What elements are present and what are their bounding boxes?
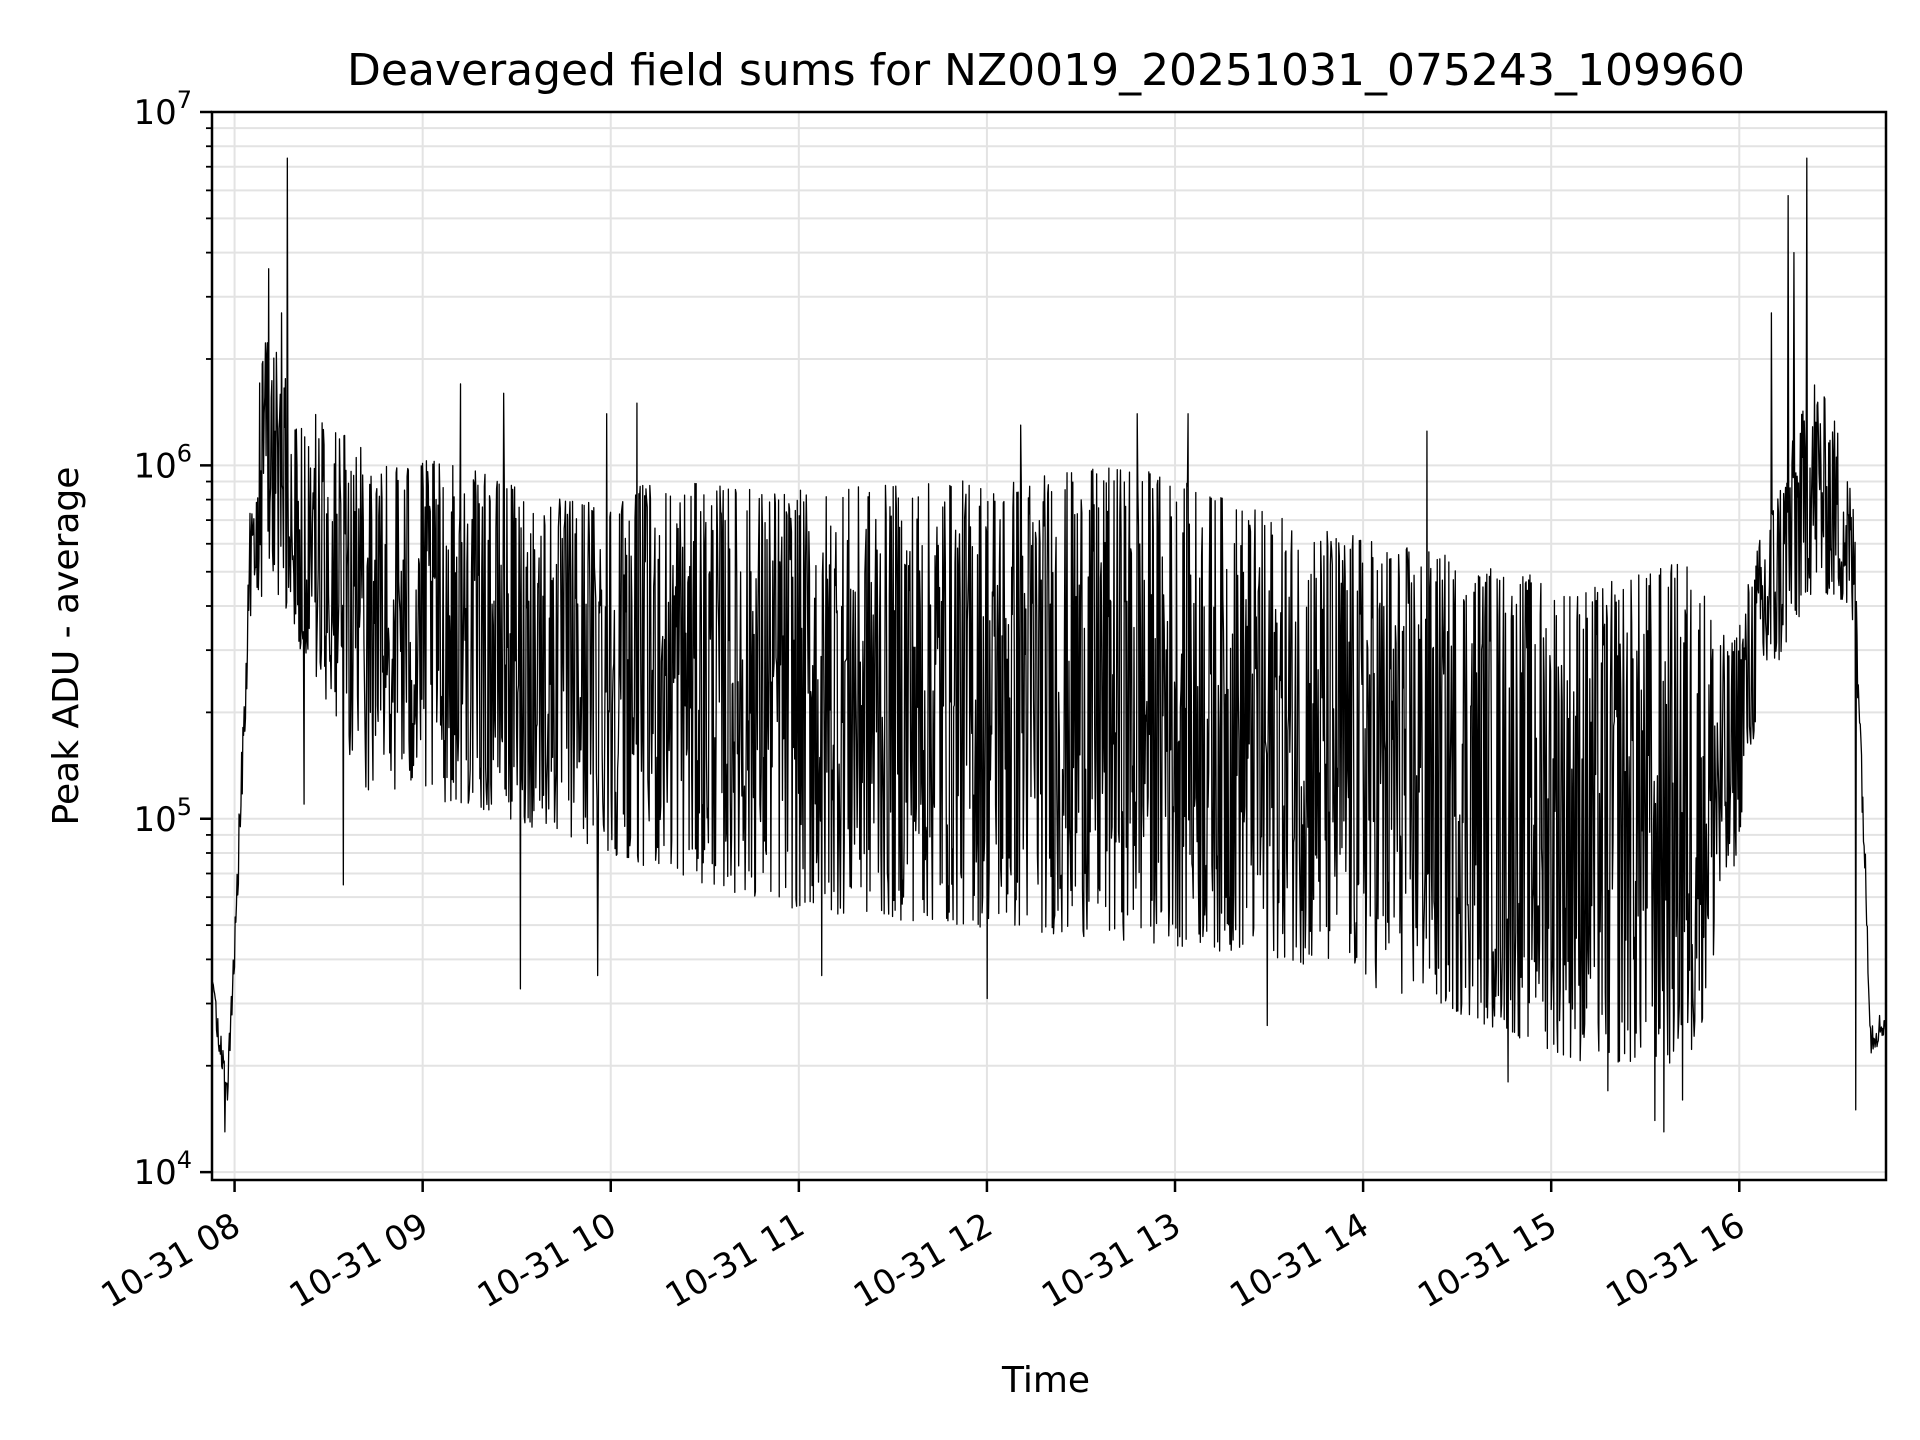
y-tick-exponent: 7 [177, 86, 192, 114]
y-tick-label: 106 [133, 439, 192, 486]
y-tick-label: 105 [133, 793, 192, 840]
y-tick-base: 10 [133, 446, 176, 486]
plot-frame [210, 110, 1888, 1182]
x-axis-label: Time [1001, 1360, 1090, 1401]
y-axis-label: Peak ADU - average [46, 467, 87, 826]
y-tick-base: 10 [133, 93, 176, 133]
y-tick-exponent: 6 [177, 439, 192, 467]
y-tick-exponent: 4 [177, 1146, 192, 1174]
y-tick-label: 104 [133, 1146, 192, 1193]
plot-layer [212, 157, 1886, 1133]
y-tick-base: 10 [133, 800, 176, 840]
y-tick-exponent: 5 [177, 793, 192, 821]
chart-title: Deaveraged field sums for NZ0019_2025103… [347, 45, 1745, 96]
data-series-line [212, 157, 1886, 1133]
y-tick-base: 10 [133, 1153, 176, 1193]
y-tick-label: 107 [133, 86, 192, 133]
